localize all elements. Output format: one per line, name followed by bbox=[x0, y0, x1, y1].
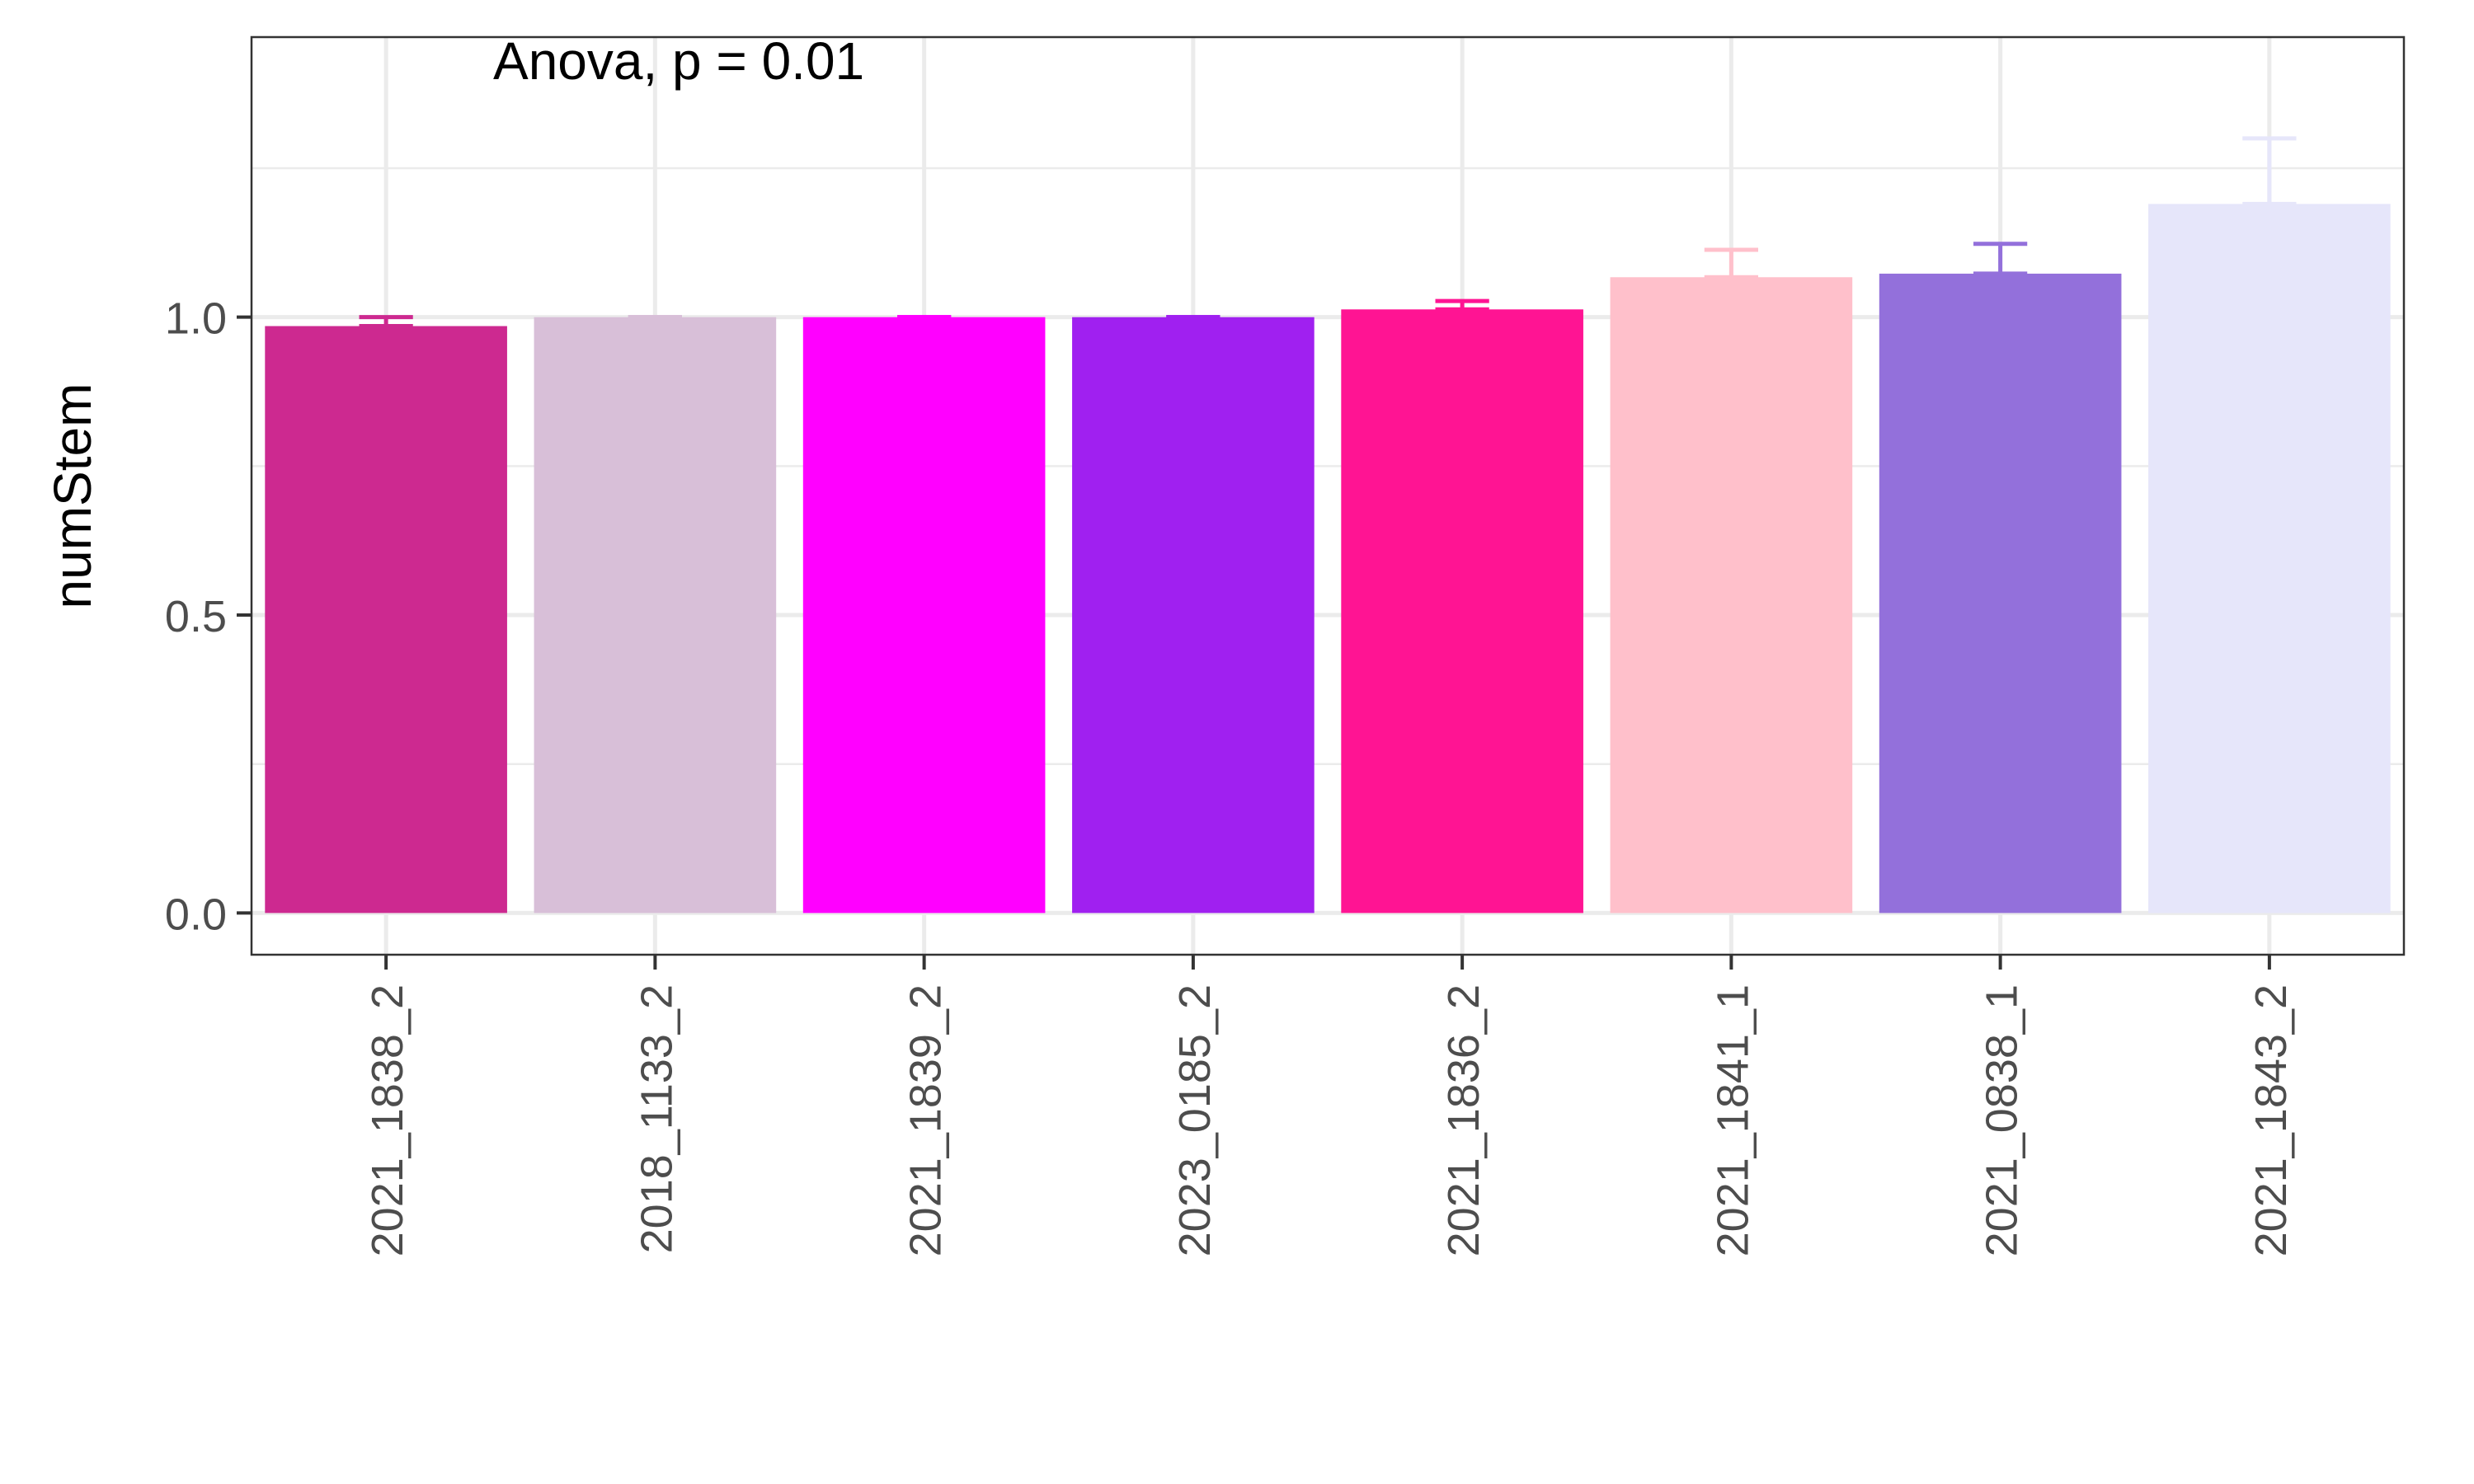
error-bar bbox=[1973, 242, 2028, 276]
x-tick-label: 2021_1839_2 bbox=[901, 984, 951, 1256]
y-axis-title: numStem bbox=[43, 383, 102, 609]
y-tick-label: 0.0 bbox=[165, 890, 227, 939]
x-axis: 2021_1838_2 2018_1133_2 2021_1839_2 2023_01… bbox=[363, 955, 2296, 1256]
bar bbox=[1341, 309, 1583, 913]
error-bar bbox=[2242, 136, 2297, 206]
x-tick-label: 2018_1133_2 bbox=[632, 984, 681, 1253]
bars bbox=[265, 204, 2391, 913]
bar bbox=[1072, 317, 1315, 913]
bar bbox=[802, 317, 1046, 913]
error-bars bbox=[359, 136, 2297, 329]
x-tick-label: 2021_1838_2 bbox=[363, 984, 412, 1256]
error-bar bbox=[1704, 247, 1758, 279]
y-tick-label: 1.0 bbox=[165, 294, 227, 344]
bar bbox=[534, 317, 777, 913]
bar bbox=[1610, 277, 1853, 913]
error-bar bbox=[1435, 298, 1489, 312]
x-tick-label: 2023_0185_2 bbox=[1170, 984, 1220, 1256]
panel-border bbox=[250, 35, 2406, 956]
x-tick-label: 2021_1836_2 bbox=[1439, 984, 1489, 1256]
error-bar bbox=[359, 315, 413, 329]
x-tick-label: 2021_0838_1 bbox=[1978, 984, 2027, 1256]
y-tick-label: 0.5 bbox=[165, 592, 227, 641]
y-axis: 0.0 0.5 1.0 bbox=[165, 294, 252, 939]
anova-annotation: Anova, p = 0.01 bbox=[493, 31, 864, 91]
bar bbox=[265, 326, 507, 913]
bar bbox=[2148, 204, 2391, 913]
bar bbox=[1879, 273, 2122, 913]
x-tick-label: 2021_1843_2 bbox=[2246, 984, 2296, 1256]
x-tick-label: 2021_1841_1 bbox=[1708, 984, 1757, 1256]
